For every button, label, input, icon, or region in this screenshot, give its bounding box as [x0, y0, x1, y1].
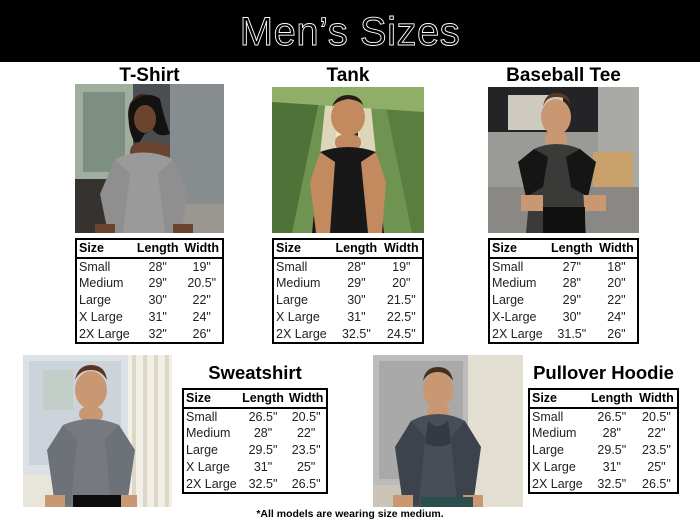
- svg-text:Men’s Sizes: Men’s Sizes: [240, 10, 460, 54]
